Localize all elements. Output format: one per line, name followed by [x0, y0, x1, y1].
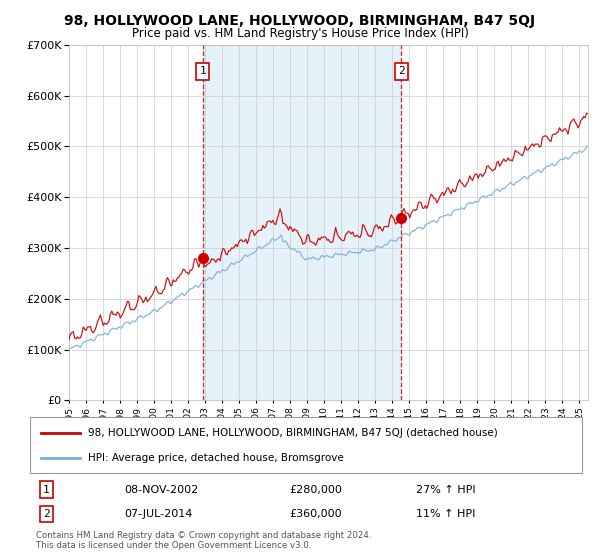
Text: 98, HOLLYWOOD LANE, HOLLYWOOD, BIRMINGHAM, B47 5QJ: 98, HOLLYWOOD LANE, HOLLYWOOD, BIRMINGHA… [64, 14, 536, 28]
Text: 27% ↑ HPI: 27% ↑ HPI [416, 484, 476, 494]
Text: £360,000: £360,000 [289, 509, 342, 519]
Text: 1: 1 [43, 484, 50, 494]
Text: 2: 2 [43, 509, 50, 519]
Text: 08-NOV-2002: 08-NOV-2002 [124, 484, 198, 494]
Text: £280,000: £280,000 [289, 484, 343, 494]
Text: 98, HOLLYWOOD LANE, HOLLYWOOD, BIRMINGHAM, B47 5QJ (detached house): 98, HOLLYWOOD LANE, HOLLYWOOD, BIRMINGHA… [88, 428, 498, 438]
Text: Price paid vs. HM Land Registry's House Price Index (HPI): Price paid vs. HM Land Registry's House … [131, 27, 469, 40]
Text: 1: 1 [199, 67, 206, 77]
Text: 2: 2 [398, 67, 404, 77]
Text: 07-JUL-2014: 07-JUL-2014 [124, 509, 192, 519]
Text: HPI: Average price, detached house, Bromsgrove: HPI: Average price, detached house, Brom… [88, 452, 344, 463]
Text: Contains HM Land Registry data © Crown copyright and database right 2024.
This d: Contains HM Land Registry data © Crown c… [36, 530, 371, 550]
Text: 11% ↑ HPI: 11% ↑ HPI [416, 509, 476, 519]
FancyBboxPatch shape [30, 417, 582, 473]
